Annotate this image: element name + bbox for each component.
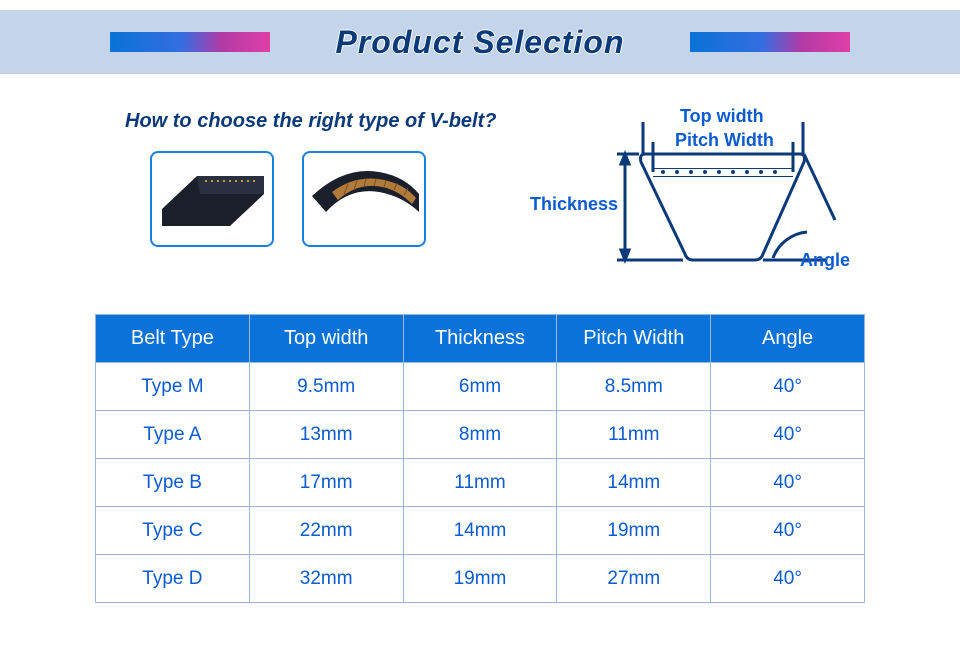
cell: 6mm — [403, 363, 557, 411]
table-row: Type D 32mm 19mm 27mm 40° — [96, 555, 865, 603]
cell: 17mm — [249, 459, 403, 507]
content: How to choose the right type of V-belt? — [0, 74, 960, 603]
cell: 19mm — [403, 555, 557, 603]
cell: 40° — [711, 555, 865, 603]
subtitle: How to choose the right type of V-belt? — [125, 110, 515, 133]
table-row: Type C 22mm 14mm 19mm 40° — [96, 507, 865, 555]
diagram-label-angle: Angle — [800, 250, 850, 271]
cell: 27mm — [557, 555, 711, 603]
cell: 8.5mm — [557, 363, 711, 411]
header-band: Product Selection — [0, 10, 960, 74]
cell: 14mm — [557, 459, 711, 507]
col-top-width: Top width — [249, 315, 403, 363]
table-header-row: Belt Type Top width Thickness Pitch Widt… — [96, 315, 865, 363]
left-column: How to choose the right type of V-belt? — [95, 104, 515, 247]
top-row: How to choose the right type of V-belt? — [95, 104, 865, 284]
accent-bar-left — [110, 32, 270, 52]
cell: Type B — [96, 459, 250, 507]
page-title: Product Selection — [317, 24, 642, 61]
diagram-label-pitch-width: Pitch Width — [675, 130, 774, 151]
vbelt-diagram: Top width Pitch Width Thickness Angle — [525, 104, 865, 284]
table-row: Type A 13mm 8mm 11mm 40° — [96, 411, 865, 459]
thumbnail-row — [150, 151, 515, 247]
cell: 40° — [711, 459, 865, 507]
col-angle: Angle — [711, 315, 865, 363]
diagram-label-top-width: Top width — [680, 106, 764, 127]
cell: Type A — [96, 411, 250, 459]
col-pitch-width: Pitch Width — [557, 315, 711, 363]
cell: 40° — [711, 411, 865, 459]
table-row: Type M 9.5mm 6mm 8.5mm 40° — [96, 363, 865, 411]
belt-sample-1-icon — [152, 154, 272, 244]
cell: Type C — [96, 507, 250, 555]
table-body: Type M 9.5mm 6mm 8.5mm 40° Type A 13mm 8… — [96, 363, 865, 603]
belt-sample-2-icon — [304, 154, 424, 244]
accent-bar-right — [690, 32, 850, 52]
cell: 19mm — [557, 507, 711, 555]
cell: 14mm — [403, 507, 557, 555]
cell: 11mm — [403, 459, 557, 507]
col-thickness: Thickness — [403, 315, 557, 363]
cell: Type M — [96, 363, 250, 411]
col-belt-type: Belt Type — [96, 315, 250, 363]
cell: 13mm — [249, 411, 403, 459]
belt-thumb-2 — [302, 151, 426, 247]
cell: 11mm — [557, 411, 711, 459]
cell: 8mm — [403, 411, 557, 459]
table-row: Type B 17mm 11mm 14mm 40° — [96, 459, 865, 507]
cell: Type D — [96, 555, 250, 603]
cell: 40° — [711, 507, 865, 555]
cell: 22mm — [249, 507, 403, 555]
cell: 9.5mm — [249, 363, 403, 411]
cell: 40° — [711, 363, 865, 411]
spec-table: Belt Type Top width Thickness Pitch Widt… — [95, 314, 865, 603]
cell: 32mm — [249, 555, 403, 603]
belt-thumb-1 — [150, 151, 274, 247]
diagram-label-thickness: Thickness — [530, 194, 618, 215]
